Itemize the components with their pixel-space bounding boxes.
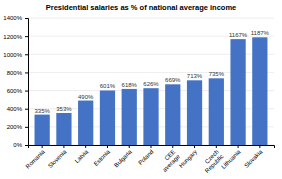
tick-mark [129, 145, 130, 148]
tick: Slovakia [243, 145, 264, 169]
bar [78, 101, 93, 145]
data-label: 1187% [251, 30, 270, 36]
tick-mark [151, 145, 152, 148]
tick-mark [85, 145, 86, 148]
bar [143, 88, 158, 145]
tick: CzechRepublic [199, 145, 224, 174]
grid-line [28, 18, 274, 19]
data-label: 490% [78, 94, 94, 100]
tick: 200% [7, 124, 28, 130]
tick-mark [194, 145, 195, 148]
data-label: 626% [143, 81, 159, 87]
tick-mark [63, 145, 64, 148]
data-label: 601% [100, 83, 116, 89]
tick-label: 0% [13, 142, 22, 148]
tick: Lithuania [220, 145, 242, 170]
tick: Estonia [93, 145, 112, 167]
tick-label: Lithuania [220, 148, 242, 170]
tick: Slovenia [47, 145, 68, 169]
bar [252, 37, 267, 145]
tick-mark [259, 145, 260, 148]
tick: 400% [7, 106, 28, 112]
data-label: 1167% [229, 32, 248, 38]
data-labels: 335% 353% 490% 601% 618% 626% 669% 713% 735% 1167… [34, 30, 269, 113]
tick-mark [216, 145, 217, 148]
tick: Poland [137, 145, 154, 166]
tick: 600% [7, 88, 28, 94]
bar [56, 113, 71, 145]
axis-line [25, 19, 29, 146]
data-label: 735% [209, 71, 225, 77]
tick-label: Poland [137, 149, 154, 166]
bars [35, 37, 268, 145]
tick: 1200% [3, 34, 28, 40]
tick: CEEaverage [157, 145, 182, 173]
tick: Bulgaria [113, 145, 133, 168]
title: Presidential salaries as % of national a… [46, 3, 237, 12]
tick-label: 1400% [3, 15, 22, 21]
tick-label: Hungary [178, 149, 198, 169]
tick: 800% [7, 70, 28, 76]
bar [187, 80, 202, 145]
tick-mark [25, 72, 28, 73]
tick-label: 1000% [3, 52, 22, 58]
tick-mark [25, 127, 28, 128]
tick-label: Estonia [93, 148, 112, 167]
tick-mark [25, 109, 28, 110]
tick-mark [25, 36, 28, 37]
tick-mark [238, 145, 239, 148]
data-label: 669% [165, 77, 181, 83]
data-label: 353% [56, 106, 72, 112]
bar [209, 78, 224, 145]
tick: Latvia [74, 145, 90, 164]
tick-label: Bulgaria [113, 148, 133, 168]
tick-mark [25, 91, 28, 92]
tick-label: CEEaverage [157, 148, 182, 173]
tick-label: Slovenia [47, 148, 68, 169]
tick-mark [107, 145, 108, 148]
data-label: 618% [122, 82, 138, 88]
tick-label: CzechRepublic [199, 149, 224, 174]
grid [28, 18, 274, 145]
tick: 1000% [3, 52, 28, 58]
tick-label: Latvia [74, 148, 90, 164]
data-label: 713% [187, 73, 203, 79]
data-label: 335% [34, 108, 50, 114]
bar [230, 39, 245, 145]
tick-mark [25, 54, 28, 55]
tick-mark [172, 145, 173, 148]
tick: 0% [13, 142, 28, 148]
bar [35, 115, 50, 145]
tick-label: Slovakia [243, 148, 264, 169]
tick-mark [25, 145, 28, 146]
bar [165, 84, 180, 145]
tick: Romania [25, 145, 47, 170]
tick-mark [42, 145, 43, 148]
chart: 0% 200% 400% 600% 800% 1000% 1200% 1400% Romania… [0, 0, 282, 179]
bar [122, 89, 137, 145]
axis-line [29, 146, 275, 149]
tick-label: 400% [7, 106, 23, 112]
tick: 1400% [3, 15, 28, 21]
tick-label: 1200% [3, 34, 22, 40]
tick-label: Romania [25, 148, 47, 170]
tick-label: 600% [7, 88, 23, 94]
bar [100, 90, 115, 145]
plot: 0% 200% 400% 600% 800% 1000% 1200% 1400% Romania… [3, 15, 274, 174]
tick-label: 200% [7, 124, 23, 130]
y-axis: 0% 200% 400% 600% 800% 1000% 1200% 1400% [3, 15, 28, 148]
x-axis: RomaniaSlovenia LatviaEstoniaBulgariaPola… [25, 145, 275, 174]
tick: Hungary [178, 145, 198, 169]
tick-mark [25, 18, 28, 19]
tick-label: 800% [7, 70, 23, 76]
